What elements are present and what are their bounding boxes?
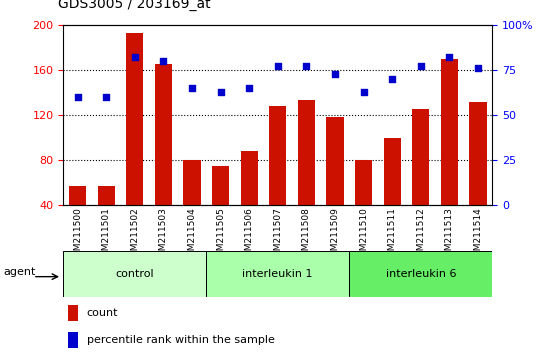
Text: percentile rank within the sample: percentile rank within the sample	[87, 335, 274, 346]
Text: GSM211500: GSM211500	[73, 207, 82, 263]
Text: GSM211504: GSM211504	[188, 207, 196, 262]
Bar	[355, 160, 372, 205]
Text: GSM211502: GSM211502	[130, 207, 139, 262]
Point	[416, 63, 425, 69]
Bar	[349, 251, 492, 297]
Text: GSM211506: GSM211506	[245, 207, 254, 263]
Bar	[412, 109, 430, 205]
Text: GSM211511: GSM211511	[388, 207, 397, 263]
Point	[73, 94, 82, 100]
Point	[216, 89, 225, 95]
Point	[245, 85, 254, 91]
Bar	[212, 166, 229, 205]
Point	[159, 58, 168, 64]
Bar	[155, 64, 172, 205]
Bar	[383, 138, 401, 205]
Bar	[63, 251, 206, 297]
Bar	[69, 186, 86, 205]
Bar	[126, 33, 144, 205]
Point	[102, 94, 111, 100]
Bar	[97, 186, 115, 205]
Bar	[441, 59, 458, 205]
Text: GDS3005 / 203169_at: GDS3005 / 203169_at	[58, 0, 210, 11]
Text: GSM211510: GSM211510	[359, 207, 368, 263]
Text: GSM211514: GSM211514	[474, 207, 482, 262]
Bar	[206, 251, 349, 297]
Bar	[183, 160, 201, 205]
Text: GSM211508: GSM211508	[302, 207, 311, 263]
Text: GSM211507: GSM211507	[273, 207, 282, 263]
Text: GSM211501: GSM211501	[102, 207, 111, 263]
Text: GSM211513: GSM211513	[445, 207, 454, 263]
Text: count: count	[87, 308, 118, 318]
Point	[331, 71, 339, 76]
Text: GSM211503: GSM211503	[159, 207, 168, 263]
Point	[302, 63, 311, 69]
Text: GSM211505: GSM211505	[216, 207, 225, 263]
Point	[445, 55, 454, 60]
Point	[273, 63, 282, 69]
Text: interleukin 6: interleukin 6	[386, 269, 456, 279]
Point	[188, 85, 196, 91]
Point	[388, 76, 397, 82]
Text: interleukin 1: interleukin 1	[243, 269, 313, 279]
Bar	[240, 151, 258, 205]
Bar	[68, 332, 78, 348]
Bar	[326, 117, 344, 205]
Bar	[469, 102, 487, 205]
Bar	[68, 305, 78, 321]
Text: control: control	[116, 269, 154, 279]
Bar	[298, 101, 315, 205]
Bar	[269, 106, 287, 205]
Text: GSM211512: GSM211512	[416, 207, 425, 262]
Point	[359, 89, 368, 95]
Point	[474, 65, 482, 71]
Text: agent: agent	[3, 267, 36, 277]
Point	[130, 55, 139, 60]
Text: GSM211509: GSM211509	[331, 207, 339, 263]
